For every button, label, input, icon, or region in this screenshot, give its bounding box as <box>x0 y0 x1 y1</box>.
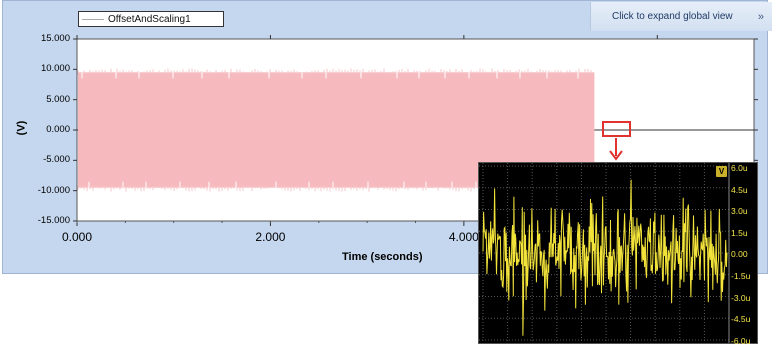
inset-y-tick-label: 4.5u <box>731 184 748 195</box>
inset-y-tick-label: 1.5u <box>731 227 748 238</box>
inset-unit-badge: V <box>716 166 727 177</box>
zoom-callout-box <box>602 121 631 137</box>
x-tick-label: 4.000 <box>448 230 479 244</box>
callout-arrow <box>609 138 623 161</box>
expand-global-view-button[interactable]: Click to expand global view » <box>590 2 772 31</box>
inset-y-tick-label: 3.0u <box>731 206 748 217</box>
inset-y-tick-label: 0.00 <box>731 249 748 260</box>
inset-chart <box>479 163 730 343</box>
legend-label: OffsetAndScaling1 <box>108 13 191 25</box>
y-axis-title: (V) <box>15 120 28 136</box>
x-tick-label: 2.000 <box>255 230 286 244</box>
y-tick-label: 15.000 <box>40 33 70 44</box>
zoom-inset <box>478 162 758 344</box>
y-tick-label: -10.000 <box>37 184 70 196</box>
inset-noise-trace <box>482 179 728 336</box>
double-chevron-down-icon: » <box>757 10 764 23</box>
inset-y-tick-label: -1.5u <box>731 271 751 281</box>
y-tick-label: -5.000 <box>43 154 70 166</box>
y-tick-label: 10.000 <box>40 63 70 75</box>
x-axis-title: Time (seconds) <box>342 251 423 263</box>
expand-global-view-label: Click to expand global view <box>612 11 733 22</box>
legend-swatch <box>82 18 104 20</box>
y-tick-label: 5.000 <box>46 93 70 105</box>
inset-y-tick-label: -3.0u <box>731 292 751 303</box>
y-tick-label: 0.000 <box>46 124 70 135</box>
inset-y-tick-label: -6.0u <box>731 335 751 346</box>
inset-y-tick-label: -4.5u <box>731 314 751 325</box>
x-tick-label: 0.000 <box>61 230 93 244</box>
legend: OffsetAndScaling1 <box>78 11 224 27</box>
y-tick-label: -15.000 <box>37 215 70 226</box>
inset-y-tick-label: 6.0u <box>731 163 748 173</box>
